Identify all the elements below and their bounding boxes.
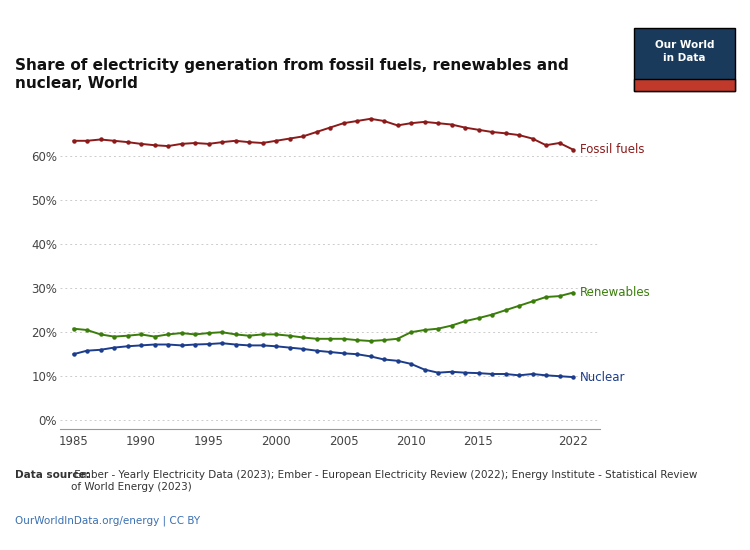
Text: Ember - Yearly Electricity Data (2023); Ember - European Electricity Review (202: Ember - Yearly Electricity Data (2023); … [71,470,698,492]
Text: Nuclear: Nuclear [580,371,626,383]
Text: Fossil fuels: Fossil fuels [580,143,644,156]
Text: Share of electricity generation from fossil fuels, renewables and
nuclear, World: Share of electricity generation from fos… [15,58,568,91]
Text: Renewables: Renewables [580,286,650,299]
Text: OurWorldInData.org/energy | CC BY: OurWorldInData.org/energy | CC BY [15,516,200,526]
Text: Our World
in Data: Our World in Data [655,40,714,63]
Text: Data source:: Data source: [15,470,90,480]
